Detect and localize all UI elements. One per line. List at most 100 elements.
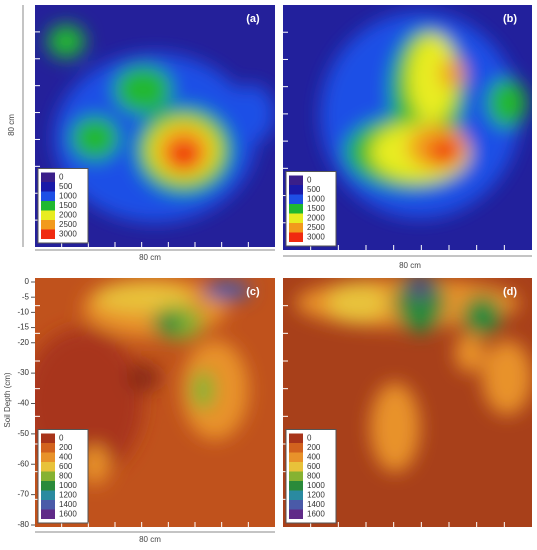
legend-label: 500 [59,182,73,191]
legend-swatch [289,452,303,462]
legend-swatch [41,500,55,510]
legend-swatch [289,185,303,195]
legend-swatch [289,471,303,481]
legend-label: 2500 [59,220,77,229]
legend-swatch [41,462,55,472]
legend-label: 3000 [59,229,77,238]
map-blobs [46,24,275,223]
depth-tick-label: -5 [22,292,30,301]
map-blob [407,34,458,123]
legend-label: 1000 [59,481,77,490]
map-blob [370,382,420,473]
legend-swatch [41,210,55,220]
legend-swatch [289,500,303,510]
map-blobs [320,12,528,219]
legend-label: 800 [59,471,73,480]
legend-swatch [289,232,303,242]
depth-tick-label: -30 [17,368,29,377]
map-blob [227,84,275,143]
legend-label: 2000 [59,210,77,219]
legend-label: 0 [59,433,64,442]
panel-label: (b) [503,13,517,25]
depth-tick-label: -10 [17,307,29,316]
depth-tick-label: -80 [17,520,29,529]
depth-tick-label: -20 [17,338,29,347]
depth-tick-label: -15 [17,323,29,332]
map-blob [152,310,182,336]
legend-label: 200 [59,443,73,452]
legend-swatch [289,433,303,443]
legend-swatch [41,481,55,491]
map-blob [71,116,119,160]
legend-label: 1500 [307,204,325,213]
legend-label: 1400 [59,500,77,509]
map-blob [439,58,465,89]
legend-swatch [289,194,303,204]
map-blob [203,280,251,301]
legend-swatch [41,182,55,192]
map-blob [167,140,201,170]
legend-swatch [41,220,55,230]
legend-swatch [289,175,303,185]
legend-label: 1000 [59,191,77,200]
legend-label: 500 [307,185,321,194]
panel-label: (c) [246,286,260,298]
legend-swatch [289,204,303,214]
legend-swatch [289,462,303,472]
legend-label: 0 [307,433,312,442]
x-axis-label: 80 cm [399,261,421,270]
legend-label: 1000 [307,194,325,203]
legend-swatch [41,443,55,453]
depth-tick-label: 0 [25,277,30,286]
depth-tick-label: -50 [17,429,29,438]
legend-swatch [289,443,303,453]
legend-swatch [41,201,55,211]
depth-tick-label: -40 [17,399,29,408]
legend-label: 1200 [59,490,77,499]
map-blobs [295,278,532,473]
legend-label: 1600 [59,509,77,518]
map-blob [487,78,528,128]
legend-swatch [289,490,303,500]
legend-swatch [41,471,55,481]
legend-label: 200 [307,443,321,452]
legend-swatch [289,509,303,519]
legend-swatch [289,481,303,491]
legend-swatch [41,490,55,500]
legend-label: 600 [59,462,73,471]
legend-swatch [289,223,303,233]
legend-label: 400 [307,452,321,461]
map-blob [407,278,433,298]
contour-map [35,5,275,247]
map-blob [454,332,485,373]
legend-label: 1200 [307,490,325,499]
map-blob [327,282,388,323]
legend-label: 3000 [307,232,325,241]
map-blob [114,65,172,114]
x-axis-label: 80 cm [139,253,161,262]
depth-tick-label: -60 [17,459,29,468]
contour-map [35,278,275,527]
map-blob [95,282,191,313]
legend-swatch [41,191,55,201]
legend-label: 400 [59,452,73,461]
contour-map [283,5,532,250]
legend-label: 1000 [307,481,325,490]
x-axis-label: 80 cm [139,535,161,544]
legend-swatch [41,509,55,519]
y-axis-label: 80 cm [7,114,16,136]
map-blob [462,295,503,336]
map-blob [191,370,215,410]
legend-label: 1500 [59,201,77,210]
legend-swatch [289,213,303,223]
panel-label: (d) [503,286,517,298]
depth-axis-title: Soil Depth (cm) [3,372,12,427]
legend-label: 2500 [307,223,325,232]
legend-label: 600 [307,462,321,471]
legend-label: 1600 [307,509,325,518]
